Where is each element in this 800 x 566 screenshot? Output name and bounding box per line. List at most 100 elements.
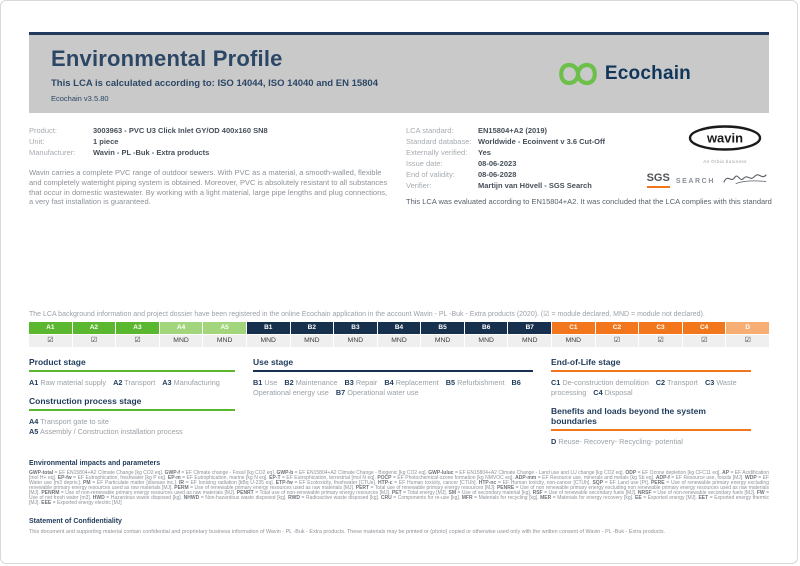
- header-subtitle: This LCA is calculated according to: ISO…: [51, 77, 378, 89]
- module-status-cell: ☑: [639, 335, 682, 347]
- stage-items: A1 Raw material supply A2 Transport A3 Man…: [29, 378, 235, 388]
- svg-text:wavin: wavin: [706, 131, 743, 146]
- stage-item-label: Raw material supply: [40, 378, 107, 387]
- stage-item-code: B6: [511, 378, 521, 387]
- info-row-label: LCA standard:: [406, 126, 454, 135]
- app-version: Ecochain v3.5.80: [51, 93, 109, 103]
- module-column: B6 MND: [464, 322, 508, 347]
- stage-item: B4 Replacement: [384, 378, 438, 387]
- stage-title: Product stage: [29, 357, 86, 367]
- module-header-cell: A2: [72, 322, 116, 334]
- info-row-label: Product:: [29, 126, 57, 135]
- stage-item-label: Repair: [355, 378, 378, 387]
- module-status-cell: MND: [246, 335, 290, 347]
- module-header-cell: C4: [682, 322, 726, 334]
- stage-column-product: Product stage A1 Raw material supply A2 T…: [29, 357, 253, 447]
- info-row-value: 08-06-2023: [478, 159, 517, 168]
- module-header-cell: D: [726, 322, 769, 334]
- construction-stage-block: Construction process stage A4 Transport …: [29, 396, 253, 437]
- module-status-cell: ☑: [72, 335, 116, 347]
- lca-info-rows: LCA standard: EN15804+A2 (2019) Standard…: [406, 125, 706, 191]
- info-row-label: Externally verified:: [406, 148, 468, 157]
- module-column: B7 MND: [508, 322, 552, 347]
- stage-item-label: Disposal: [604, 388, 633, 397]
- product-stage-block: Product stage A1 Raw material supply A2 T…: [29, 357, 253, 388]
- ecochain-logo: Ecochain: [559, 62, 691, 86]
- stage-underline: [551, 429, 751, 431]
- module-header-cell: A3: [116, 322, 159, 334]
- stage-item: C1 De-construction demolition: [551, 378, 649, 387]
- info-row-value: 3003963 - PVC U3 Click Inlet GY/OD 400x1…: [93, 126, 268, 135]
- module-header-cell: A5: [203, 322, 246, 334]
- module-column: C4 ☑: [682, 322, 726, 347]
- stage-item-label: Maintenance: [295, 378, 338, 387]
- info-row-value: EN15804+A2 (2019): [478, 126, 548, 135]
- stage-item: D Reuse- Recovery- Recycling- potential: [551, 437, 683, 446]
- module-column: A3 ☑: [116, 322, 159, 347]
- impacts-body: GWP-total = EF EN15804+A2 Climate Change…: [29, 470, 770, 506]
- module-status-cell: ☑: [726, 335, 769, 347]
- module-column: B5 MND: [421, 322, 464, 347]
- module-status-cell: ☑: [116, 335, 159, 347]
- module-header-cell: B6: [464, 322, 508, 334]
- stage-legend: Product stage A1 Raw material supply A2 T…: [29, 357, 769, 447]
- module-header-cell: B1: [246, 322, 290, 334]
- stage-item-code: C3: [704, 378, 715, 387]
- info-row-value: Yes: [478, 148, 491, 157]
- info-row: Issue date: 08-06-2023: [406, 158, 706, 169]
- module-status-cell: MND: [464, 335, 508, 347]
- benefits-block: Benefits and loads beyond the system bou…: [551, 406, 769, 447]
- stage-item-code: A2: [113, 378, 123, 387]
- stage-item-label: Transport gate to site: [40, 417, 109, 426]
- stage-item-code: C1: [551, 378, 561, 387]
- stage-item: B6 Operational energy use: [253, 378, 521, 397]
- stage-item-code: C4: [593, 388, 603, 397]
- stage-items: D Reuse- Recovery- Recycling- potential: [551, 437, 751, 447]
- stage-item-code: A4: [29, 417, 39, 426]
- stage-item: A2 Transport: [113, 378, 155, 387]
- stage-item-code: B5: [445, 378, 456, 387]
- info-row: Product: 3003963 - PVC U3 Click Inlet GY…: [29, 125, 391, 136]
- info-row: Standard database: Worldwide - Ecoinvent…: [406, 136, 706, 147]
- header-text: Environmental Profile This LCA is calcul…: [51, 46, 378, 103]
- stage-underline: [551, 370, 751, 372]
- stage-item-code: A3: [162, 378, 172, 387]
- header: Environmental Profile This LCA is calcul…: [29, 32, 769, 113]
- wavin-oval-icon: wavin: [688, 125, 762, 151]
- stage-title: Use stage: [253, 357, 294, 367]
- stage-item-label: Waste processing: [551, 378, 737, 397]
- stage-item-label: Reuse- Recovery- Recycling- potential: [558, 437, 683, 446]
- module-header-cell: A4: [159, 322, 203, 334]
- module-header-cell: C2: [595, 322, 639, 334]
- module-status-cell: MND: [508, 335, 552, 347]
- stage-item: B5 Refurbishment: [446, 378, 505, 387]
- stage-item-label: Operational energy use: [253, 388, 329, 397]
- stage-items: C1 De-construction demolition C2 Transpor…: [551, 378, 751, 398]
- stage-item: C2 Transport: [656, 378, 698, 387]
- module-header-cell: B3: [334, 322, 377, 334]
- module-column: B1 MND: [246, 322, 290, 347]
- stage-item-label: Use: [264, 378, 278, 387]
- stage-item-code: B4: [384, 378, 394, 387]
- stage-title: Construction process stage: [29, 396, 142, 406]
- module-header-cell: C3: [639, 322, 682, 334]
- stage-item-code: B3: [344, 378, 354, 387]
- info-row-value: 08-06-2028: [478, 170, 517, 179]
- module-status-cell: MND: [334, 335, 377, 347]
- stage-item-code: A5: [29, 427, 39, 436]
- info-row: Unit: 1 piece: [29, 136, 391, 147]
- stage-items: A4 Transport gate to site A5 Assembly / C…: [29, 417, 235, 437]
- stage-item-code: B2: [284, 378, 294, 387]
- module-column: D ☑: [726, 322, 769, 347]
- lca-info: LCA standard: EN15804+A2 (2019) Standard…: [406, 125, 706, 191]
- info-row: End of validity: 08-06-2028: [406, 169, 706, 180]
- module-status-cell: MND: [552, 335, 595, 347]
- verifier-logos: SGS SEARCH: [646, 170, 769, 188]
- info-row: Manufacturer: Wavin - PL -Buk - Extra pr…: [29, 147, 391, 158]
- module-column: A1 ☑: [29, 322, 72, 347]
- wavin-logo: wavin An Orbia business: [683, 125, 767, 164]
- info-row-label: Standard database:: [406, 137, 472, 146]
- module-status-cell: MND: [290, 335, 334, 347]
- info-row: Verifier: Martijn van Hövell - SGS Searc…: [406, 180, 706, 191]
